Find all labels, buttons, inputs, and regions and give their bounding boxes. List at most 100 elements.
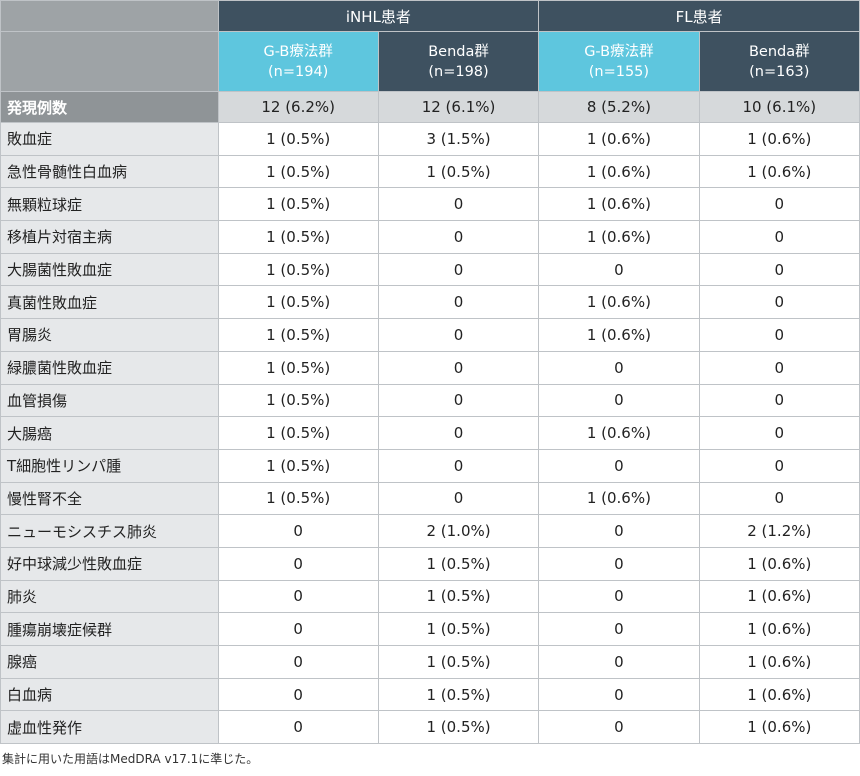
- cell-value: 0: [217, 710, 379, 745]
- cell-value: 1 (0.6%): [698, 546, 860, 581]
- total-row: 発現例数 12 (6.2%) 12 (6.1%) 8 (5.2%) 10 (6.…: [0, 91, 860, 123]
- row-label: 急性骨髄性白血病: [0, 154, 219, 189]
- cell-value: 1 (0.6%): [538, 416, 700, 450]
- cell-value: 1 (0.6%): [538, 285, 700, 320]
- cell-value: 1 (0.5%): [377, 612, 540, 646]
- group-header-inhl: iNHL患者: [217, 0, 540, 32]
- cell-value: 0: [698, 285, 860, 320]
- column-header-inhl-gb: G-B療法群 (n=194): [217, 31, 379, 92]
- column-n: (n=155): [588, 63, 650, 80]
- cell-value: 1 (0.6%): [538, 318, 700, 352]
- table-row: 無顆粒球症 1 (0.5%) 0 1 (0.6%) 0: [0, 187, 860, 222]
- column-name: G-B療法群: [584, 43, 654, 60]
- row-label: ニューモシスチス肺炎: [0, 514, 219, 548]
- row-label: 無顆粒球症: [0, 187, 219, 222]
- table-row: 胃腸炎 1 (0.5%) 0 1 (0.6%) 0: [0, 318, 860, 352]
- cell-value: 0: [698, 220, 860, 254]
- row-label: T細胞性リンパ腫: [0, 448, 219, 483]
- row-label: 血管損傷: [0, 383, 219, 418]
- cell-value: 1 (0.6%): [698, 612, 860, 646]
- row-label: 敗血症: [0, 122, 219, 156]
- row-label: 真菌性敗血症: [0, 285, 219, 320]
- column-header-fl-gb: G-B療法群 (n=155): [538, 31, 700, 92]
- adverse-events-table: iNHL患者 FL患者 G-B療法群 (n=194) Benda群 (n=198…: [0, 0, 860, 745]
- cell-value: 0: [377, 416, 540, 450]
- cell-value: 0: [698, 350, 860, 385]
- cell-value: 1 (0.6%): [698, 579, 860, 614]
- row-label: 大腸菌性敗血症: [0, 252, 219, 287]
- table-row: 大腸菌性敗血症 1 (0.5%) 0 0 0: [0, 252, 860, 287]
- cell-value: 0: [698, 187, 860, 222]
- cell-value: 1 (0.5%): [217, 448, 379, 483]
- row-label: 腺癌: [0, 645, 219, 679]
- cell-value: 0: [217, 546, 379, 581]
- cell-value: 2 (1.2%): [698, 514, 860, 548]
- cell-value: 1 (0.6%): [538, 481, 700, 516]
- cell-value: 1 (0.5%): [377, 677, 540, 712]
- total-value: 12 (6.2%): [217, 91, 379, 123]
- cell-value: 0: [217, 677, 379, 712]
- column-n: (n=194): [268, 63, 329, 80]
- cell-value: 0: [377, 187, 540, 222]
- cell-value: 1 (0.6%): [698, 710, 860, 745]
- table-row: 白血病 0 1 (0.5%) 0 1 (0.6%): [0, 677, 860, 712]
- cell-value: 0: [377, 318, 540, 352]
- table-row: 血管損傷 1 (0.5%) 0 0 0: [0, 383, 860, 418]
- row-label: 大腸癌: [0, 416, 219, 450]
- cell-value: 0: [538, 546, 700, 581]
- cell-value: 1 (0.5%): [217, 122, 379, 156]
- footnote: 集計に用いた用語はMedDRA v17.1に準じた。: [2, 752, 259, 767]
- row-label: 緑膿菌性敗血症: [0, 350, 219, 385]
- cell-value: 0: [538, 677, 700, 712]
- row-label: 腫瘍崩壊症候群: [0, 612, 219, 646]
- table-row: 敗血症 1 (0.5%) 3 (1.5%) 1 (0.6%) 1 (0.6%): [0, 122, 860, 156]
- cell-value: 1 (0.5%): [217, 285, 379, 320]
- cell-value: 0: [698, 318, 860, 352]
- row-label: 好中球減少性敗血症: [0, 546, 219, 581]
- cell-value: 1 (0.6%): [538, 220, 700, 254]
- cell-value: 1 (0.6%): [698, 677, 860, 712]
- cell-value: 1 (0.5%): [377, 645, 540, 679]
- cell-value: 0: [698, 448, 860, 483]
- table-row: 慢性腎不全 1 (0.5%) 0 1 (0.6%) 0: [0, 481, 860, 516]
- cell-value: 0: [217, 612, 379, 646]
- cell-value: 0: [538, 579, 700, 614]
- cell-value: 1 (0.5%): [217, 220, 379, 254]
- total-label: 発現例数: [0, 91, 219, 123]
- table-row: 腫瘍崩壊症候群 0 1 (0.5%) 0 1 (0.6%): [0, 612, 860, 646]
- cell-value: 0: [217, 645, 379, 679]
- column-name: Benda群: [748, 43, 810, 60]
- cell-value: 0: [698, 383, 860, 418]
- row-label: 慢性腎不全: [0, 481, 219, 516]
- table-row: 腺癌 0 1 (0.5%) 0 1 (0.6%): [0, 645, 860, 679]
- table-row: 移植片対宿主病 1 (0.5%) 0 1 (0.6%) 0: [0, 220, 860, 254]
- total-value: 12 (6.1%): [377, 91, 540, 123]
- total-value: 8 (5.2%): [538, 91, 700, 123]
- cell-value: 1 (0.6%): [698, 154, 860, 189]
- cell-value: 0: [538, 350, 700, 385]
- cell-value: 1 (0.5%): [217, 318, 379, 352]
- table-row: ニューモシスチス肺炎 0 2 (1.0%) 0 2 (1.2%): [0, 514, 860, 548]
- cell-value: 1 (0.5%): [217, 187, 379, 222]
- row-label: 肺炎: [0, 579, 219, 614]
- cell-value: 1 (0.5%): [217, 416, 379, 450]
- cell-value: 0: [377, 448, 540, 483]
- cell-value: 1 (0.6%): [698, 122, 860, 156]
- cell-value: 3 (1.5%): [377, 122, 540, 156]
- row-label: 移植片対宿主病: [0, 220, 219, 254]
- cell-value: 1 (0.5%): [377, 546, 540, 581]
- cell-value: 1 (0.5%): [377, 154, 540, 189]
- cell-value: 1 (0.5%): [217, 383, 379, 418]
- cell-value: 0: [377, 285, 540, 320]
- column-header-inhl-benda: Benda群 (n=198): [377, 31, 540, 92]
- cell-value: 0: [538, 612, 700, 646]
- header-corner: [0, 0, 219, 32]
- cell-value: 0: [217, 579, 379, 614]
- cell-value: 0: [377, 350, 540, 385]
- column-n: (n=198): [428, 63, 489, 80]
- table-row: 緑膿菌性敗血症 1 (0.5%) 0 0 0: [0, 350, 860, 385]
- cell-value: 0: [538, 383, 700, 418]
- cell-value: 1 (0.5%): [377, 579, 540, 614]
- row-label: 白血病: [0, 677, 219, 712]
- cell-value: 0: [538, 710, 700, 745]
